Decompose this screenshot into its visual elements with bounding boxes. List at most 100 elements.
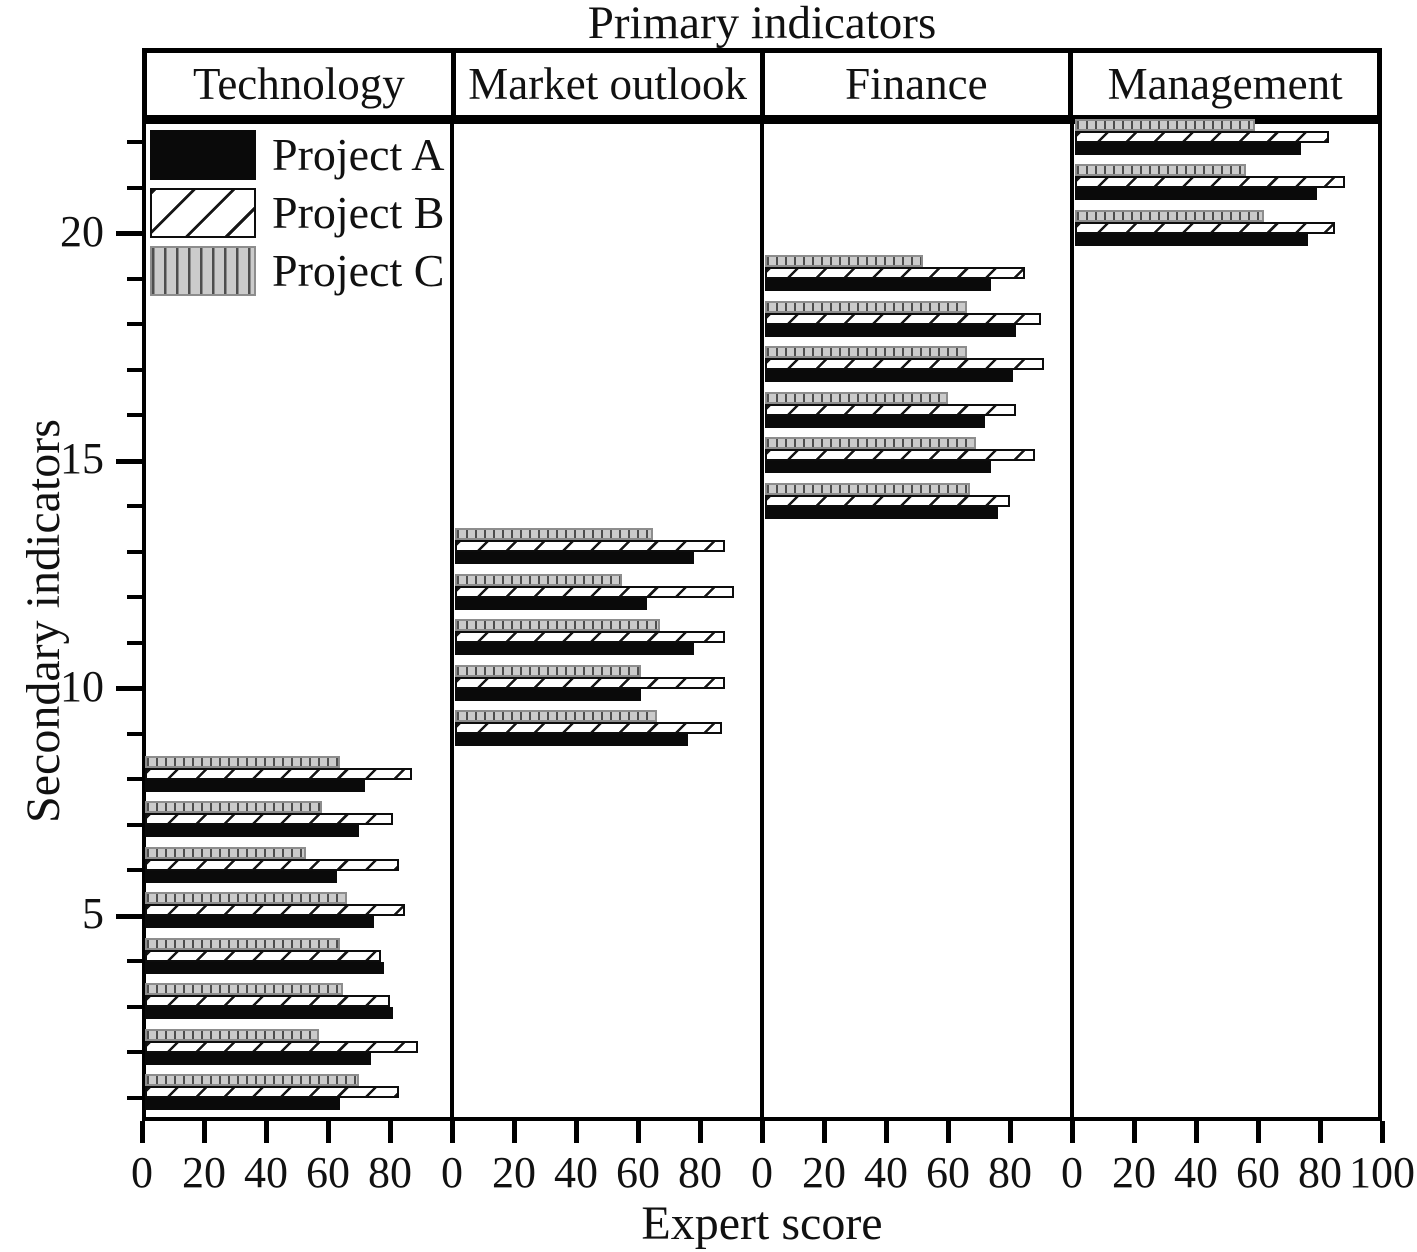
x-tick-label: 20 [802, 1148, 846, 1197]
x-tick [821, 1121, 827, 1143]
bar-project-c-indicator-22 [1075, 118, 1255, 131]
x-tick-label: 80 [678, 1148, 722, 1197]
y-tick-label: 10 [60, 661, 104, 711]
x-tick-label: 80 [1298, 1148, 1342, 1197]
bar-project-b-indicator-14 [765, 494, 1010, 507]
bar-project-a-indicator-17 [765, 370, 1013, 383]
bar-project-a-indicator-4 [145, 961, 384, 974]
panel-header-technology: Technology [147, 53, 456, 115]
x-tick [201, 1121, 207, 1143]
bar-project-c-indicator-10 [455, 664, 641, 677]
x-tick [325, 1121, 331, 1143]
x-tick [1317, 1121, 1323, 1143]
chart-title: Primary indicators [587, 0, 937, 49]
y-minor-tick [127, 504, 142, 509]
bar-project-a-indicator-14 [765, 506, 998, 519]
y-minor-tick [127, 822, 142, 827]
y-minor-tick [127, 595, 142, 600]
y-major-tick [116, 458, 142, 464]
legend-label-project-b: Project B [272, 187, 445, 238]
x-tick [883, 1121, 889, 1143]
x-axis-title: Expert score [641, 1197, 883, 1250]
bar-project-c-indicator-18 [765, 300, 967, 313]
x-tick [1069, 1121, 1075, 1143]
y-minor-tick [127, 413, 142, 418]
panel-header-market-outlook: Market outlook [456, 53, 765, 115]
bar-project-c-indicator-16 [765, 391, 948, 404]
bar-project-c-indicator-20 [1075, 209, 1265, 222]
x-tick [945, 1121, 951, 1143]
y-minor-tick [127, 731, 142, 736]
panel-separator [450, 120, 454, 1121]
bar-project-c-indicator-6 [145, 846, 307, 859]
legend-swatch-project-a [150, 130, 256, 180]
bar-project-c-indicator-9 [455, 710, 657, 723]
x-tick-label: 60 [1236, 1148, 1280, 1197]
x-tick [263, 1121, 269, 1143]
y-minor-tick [127, 549, 142, 554]
y-minor-tick [127, 185, 142, 190]
bar-project-b-indicator-4 [145, 949, 381, 962]
x-tick [139, 1121, 145, 1143]
x-tick [449, 1121, 455, 1143]
bar-project-b-indicator-9 [455, 722, 722, 735]
bar-project-a-indicator-6 [145, 870, 338, 883]
x-tick [1193, 1121, 1199, 1143]
x-tick-label: 40 [1174, 1148, 1218, 1197]
bar-project-b-indicator-2 [145, 1040, 418, 1053]
bar-project-c-indicator-13 [455, 528, 654, 541]
x-tick-label: 60 [616, 1148, 660, 1197]
x-tick [697, 1121, 703, 1143]
x-tick-label: 60 [306, 1148, 350, 1197]
legend-label-project-a: Project A [272, 129, 445, 180]
x-tick [1379, 1121, 1385, 1143]
y-tick-label: 15 [60, 434, 104, 484]
x-tick-label: 60 [926, 1148, 970, 1197]
x-tick-label: 0 [441, 1148, 463, 1197]
y-minor-tick [127, 868, 142, 873]
bar-project-a-indicator-1 [145, 1098, 341, 1111]
bar-project-b-indicator-12 [455, 585, 734, 598]
bar-project-a-indicator-7 [145, 825, 359, 838]
x-tick-label: 40 [244, 1148, 288, 1197]
bar-project-c-indicator-8 [145, 755, 341, 768]
y-minor-tick [127, 640, 142, 645]
x-tick-label: 100 [1349, 1148, 1415, 1197]
bar-project-b-indicator-11 [455, 631, 725, 644]
x-tick-label: 0 [751, 1148, 773, 1197]
bar-project-b-indicator-19 [765, 267, 1026, 280]
y-tick-label: 5 [82, 889, 104, 939]
y-minor-tick [127, 777, 142, 782]
bar-project-b-indicator-17 [765, 358, 1044, 371]
x-tick-label: 80 [988, 1148, 1032, 1197]
bar-project-a-indicator-2 [145, 1052, 372, 1065]
y-major-tick [116, 913, 142, 919]
bar-project-b-indicator-8 [145, 767, 412, 780]
bar-project-b-indicator-15 [765, 449, 1035, 462]
bar-project-c-indicator-4 [145, 937, 341, 950]
x-tick [1255, 1121, 1261, 1143]
bar-project-c-indicator-1 [145, 1074, 359, 1087]
y-minor-tick [127, 1095, 142, 1100]
bar-project-a-indicator-21 [1075, 188, 1317, 201]
y-major-tick [116, 686, 142, 692]
legend-swatch-project-b [150, 188, 256, 238]
bar-project-a-indicator-12 [455, 597, 648, 610]
bar-project-b-indicator-6 [145, 858, 400, 871]
bar-project-a-indicator-15 [765, 461, 992, 474]
bar-project-b-indicator-22 [1075, 130, 1330, 143]
bar-project-a-indicator-8 [145, 779, 366, 792]
bar-project-b-indicator-3 [145, 995, 390, 1008]
bar-project-c-indicator-15 [765, 437, 976, 450]
y-minor-tick [127, 1004, 142, 1009]
panel-separator [1070, 120, 1074, 1121]
x-tick [573, 1121, 579, 1143]
bar-project-b-indicator-7 [145, 813, 393, 826]
y-minor-tick [127, 959, 142, 964]
bar-project-a-indicator-18 [765, 324, 1017, 337]
bar-project-a-indicator-9 [455, 734, 688, 747]
bar-project-c-indicator-11 [455, 619, 660, 632]
bar-project-a-indicator-13 [455, 552, 694, 565]
x-tick-label: 40 [864, 1148, 908, 1197]
x-tick-label: 0 [1061, 1148, 1083, 1197]
